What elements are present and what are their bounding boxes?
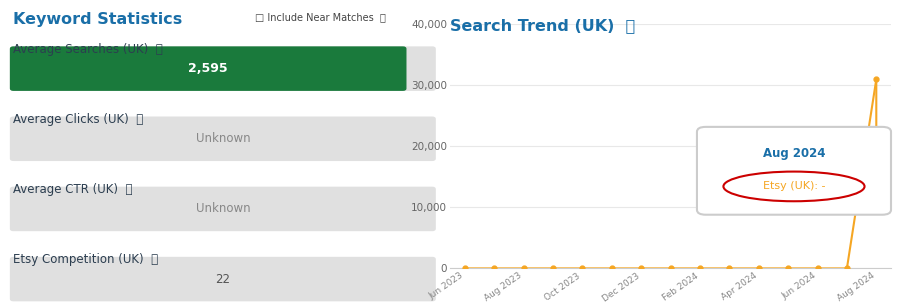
Text: 2,595: 2,595 (188, 62, 228, 75)
Text: Keyword Statistics: Keyword Statistics (14, 12, 183, 27)
Text: Etsy (UK): -: Etsy (UK): - (762, 181, 825, 192)
Text: Etsy Competition (UK)  ⓘ: Etsy Competition (UK) ⓘ (14, 253, 158, 266)
FancyBboxPatch shape (10, 187, 436, 231)
FancyBboxPatch shape (10, 257, 436, 301)
Text: Unknown: Unknown (195, 203, 250, 215)
Text: □ Include Near Matches  ⓘ: □ Include Near Matches ⓘ (256, 12, 386, 22)
FancyBboxPatch shape (697, 127, 891, 215)
Text: Search Trend (UK)  ⓘ: Search Trend (UK) ⓘ (450, 18, 635, 33)
Text: Unknown: Unknown (195, 132, 250, 145)
FancyBboxPatch shape (10, 46, 436, 91)
Text: Average Clicks (UK)  ⓘ: Average Clicks (UK) ⓘ (14, 113, 144, 126)
Text: Average CTR (UK)  ⓘ: Average CTR (UK) ⓘ (14, 183, 133, 196)
Text: Aug 2024: Aug 2024 (762, 147, 825, 160)
FancyBboxPatch shape (10, 46, 407, 91)
Text: Average Searches (UK)  ⓘ: Average Searches (UK) ⓘ (14, 43, 163, 56)
Text: 22: 22 (215, 273, 230, 285)
FancyBboxPatch shape (10, 117, 436, 161)
